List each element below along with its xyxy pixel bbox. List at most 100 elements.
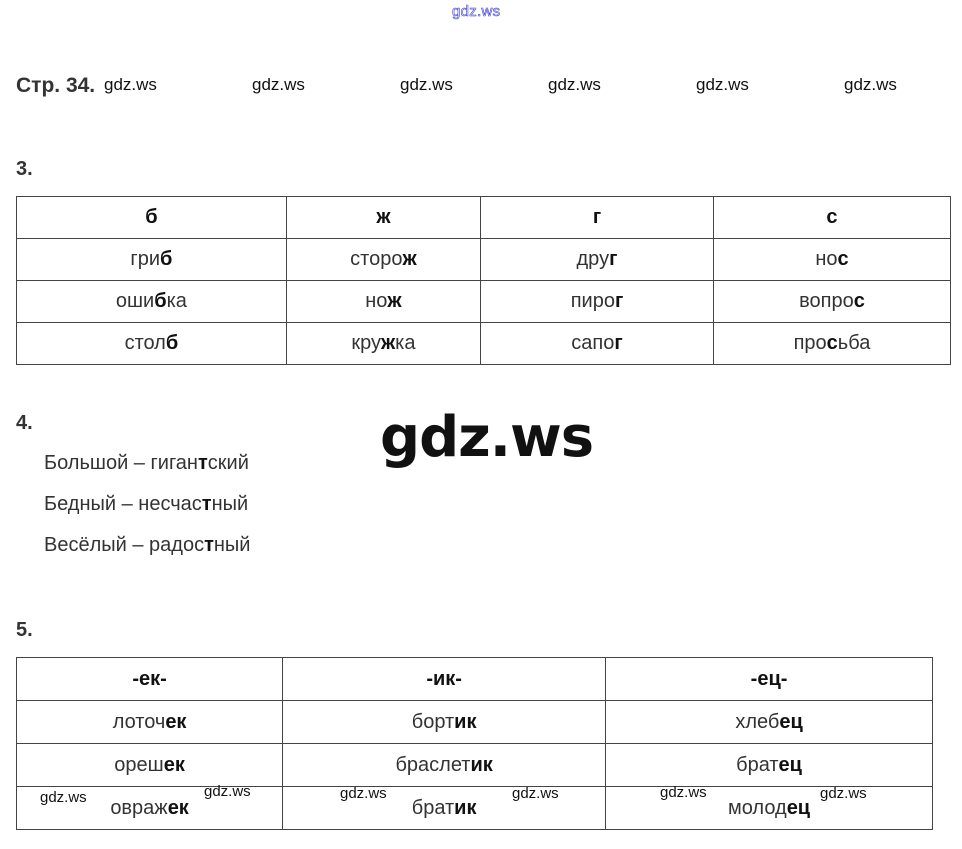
word-highlight: т [197, 452, 208, 474]
table-cell: ошибка [16, 280, 287, 323]
word-part: браслет [395, 753, 471, 776]
table-cell: сторож [285, 238, 482, 281]
word-part: вопро [799, 290, 854, 312]
word-highlight: ец [778, 753, 802, 776]
table-cell: столб [16, 322, 287, 365]
word-part: ный [211, 493, 249, 515]
word-highlight: г [614, 332, 623, 354]
word-part: лоточ [112, 710, 166, 733]
word-part: ский [207, 452, 249, 474]
table-header-cell: г [480, 196, 714, 239]
table-header-cell: -ец- [605, 657, 933, 701]
table-cell: овражек [15, 786, 284, 830]
word-part: сторо [350, 248, 403, 270]
word-highlight: г [614, 290, 624, 312]
word-part: борт [411, 710, 455, 733]
word-part: кру [351, 332, 381, 354]
table-cell: нож [285, 280, 482, 323]
word-part: Весёлый – радос [44, 534, 205, 556]
task-3-number: 3. [16, 158, 33, 180]
table-cell: братец [605, 743, 933, 787]
table-cell: друг [480, 238, 714, 281]
word-part: оши [115, 290, 155, 312]
watermark: gdz.ws [820, 785, 867, 802]
table-header-cell: ж [285, 196, 482, 239]
watermark-large: gdz.ws [380, 405, 594, 470]
word-part: сапо [571, 332, 615, 354]
watermark: gdz.ws [40, 789, 87, 806]
antonym-line: Бедный – несчастный [44, 493, 248, 516]
word-highlight: б [160, 248, 173, 270]
watermark: gdz.ws [660, 784, 707, 801]
word-part: хлеб [735, 710, 780, 733]
table-cell: браслетик [282, 743, 607, 787]
table-header-cell: с [712, 196, 952, 239]
table-cell: молодец [605, 786, 933, 830]
table-cell: нос [712, 238, 952, 281]
word-part: ка [395, 332, 416, 354]
task-5-table: -ек- -ик- -ец-лоточек бортик хлебец орешек бра… [15, 657, 933, 830]
word-highlight: с [837, 248, 849, 270]
watermark: gdz.ws [104, 75, 157, 94]
word-part: брат [411, 796, 455, 819]
word-highlight: ик [454, 710, 477, 733]
task-5-number: 5. [16, 619, 33, 641]
word-highlight: ж [387, 290, 402, 312]
table-header-row: -ек- -ик- -ец- [15, 657, 933, 701]
table-cell: кружка [285, 322, 482, 365]
table-header-cell: б [16, 196, 287, 239]
watermark: gdz.ws [512, 785, 559, 802]
word-highlight: ец [786, 796, 811, 819]
word-part: ка [166, 290, 187, 312]
word-highlight: ек [163, 753, 185, 776]
table-cell: бортик [282, 700, 607, 744]
table-row: орешек браслетик братец [15, 743, 933, 787]
table-row: столб кружка сапог просьба [16, 322, 952, 365]
word-highlight: б [154, 290, 167, 312]
word-part: ный [213, 534, 251, 556]
table-cell: просьба [712, 322, 952, 365]
word-part: ореш [114, 753, 164, 776]
task-4-number: 4. [16, 412, 33, 434]
watermark: gdz.ws [204, 783, 251, 800]
word-highlight: ж [380, 332, 396, 354]
word-highlight: г [609, 248, 618, 270]
word-part: дру [576, 248, 610, 270]
word-part: пиро [570, 290, 615, 312]
watermark: gdz.ws [252, 75, 305, 94]
word-highlight: с [853, 290, 865, 312]
table-row: лоточек бортик хлебец [15, 700, 933, 744]
table-cell: орешек [15, 743, 284, 787]
word-highlight: ик [454, 796, 477, 819]
word-highlight: ек [165, 710, 187, 733]
word-highlight: б [165, 332, 179, 354]
word-highlight: ец [779, 710, 803, 733]
table-cell: лоточек [15, 700, 284, 744]
table-cell: сапог [480, 322, 714, 365]
word-part: ьба [837, 332, 871, 354]
table-cell: гриб [16, 238, 287, 281]
word-part: молод [728, 796, 787, 819]
word-part: но [365, 290, 388, 312]
table-header-cell: -ек- [15, 657, 284, 701]
table-row: овражек братик молодец [15, 786, 933, 830]
table-cell: вопрос [712, 280, 952, 323]
table-cell: хлебец [605, 700, 933, 744]
table-cell: пирог [480, 280, 714, 323]
page-title: Стр. 34. [16, 74, 96, 97]
word-part: брат [736, 753, 779, 776]
word-highlight: с [826, 332, 838, 354]
task-3-table: б ж г с гриб сторож друг нос ошибка нож пирог вопро… [16, 196, 952, 365]
word-highlight: ек [167, 796, 189, 819]
watermark: gdz.ws [696, 75, 749, 94]
watermark: gdz.ws [400, 75, 453, 94]
antonym-line: Большой – гигантский [44, 452, 249, 475]
watermark: gdz.ws [340, 785, 387, 802]
table-cell: братик [282, 786, 607, 830]
word-part: Большой – гиган [44, 452, 198, 474]
watermark: gdz.ws [548, 75, 601, 94]
word-highlight: т [201, 493, 212, 515]
word-part: Бедный – несчас [44, 493, 202, 515]
word-part: про [793, 332, 827, 354]
